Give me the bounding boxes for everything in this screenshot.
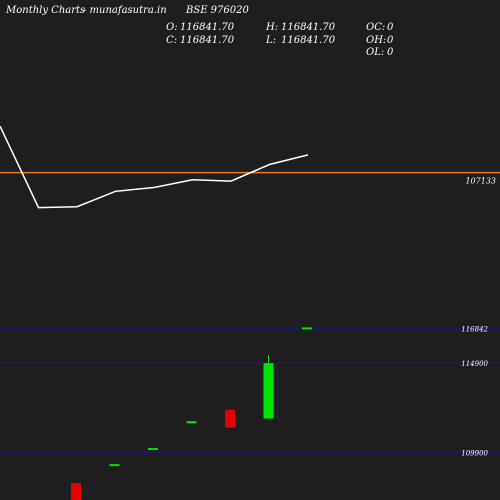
reference-line-label: 107133 <box>465 177 496 186</box>
oc-label: OC: <box>366 22 386 33</box>
candle-up <box>109 464 120 467</box>
candle-body <box>148 448 158 451</box>
candle-up <box>263 355 274 419</box>
symbol-label: BSE 976020 <box>186 5 249 16</box>
y-tick-label: 114900 <box>461 360 488 368</box>
candle-down <box>71 483 81 500</box>
y-tick-label: 116842 <box>461 325 488 333</box>
ol-label: OL: <box>366 47 385 58</box>
candle-up <box>186 421 197 424</box>
candle-body <box>109 464 120 467</box>
high-value: 116841.70 <box>281 22 336 33</box>
close-value: 116841.70 <box>180 35 235 46</box>
close-label: C: <box>166 35 178 46</box>
candle-body <box>263 363 274 419</box>
high-label: H: <box>266 22 279 33</box>
ol-value: 0 <box>387 47 394 58</box>
candle-up <box>302 327 312 330</box>
oh-value: 0 <box>387 35 394 46</box>
candle-body <box>302 327 312 330</box>
oh-label: OH: <box>366 35 387 46</box>
low-value: 116841.70 <box>281 35 336 46</box>
oc-value: 0 <box>387 22 394 33</box>
open-label: O: <box>166 22 178 33</box>
low-label: L: <box>266 35 277 46</box>
y-tick-label: 109900 <box>461 450 488 458</box>
candle-panel: 116842 114900 109900 <box>0 325 500 500</box>
candle-body <box>225 409 235 428</box>
price-line <box>0 125 309 209</box>
candle-body <box>186 421 197 424</box>
candle-body <box>71 483 81 500</box>
site-name: - munafasutra.in <box>83 5 167 16</box>
candle-up <box>148 448 158 451</box>
chart-title: Monthly Charts <box>6 5 86 16</box>
candle-down <box>225 409 235 428</box>
line-panel: 107133 <box>0 125 500 209</box>
open-value: 116841.70 <box>180 22 235 33</box>
